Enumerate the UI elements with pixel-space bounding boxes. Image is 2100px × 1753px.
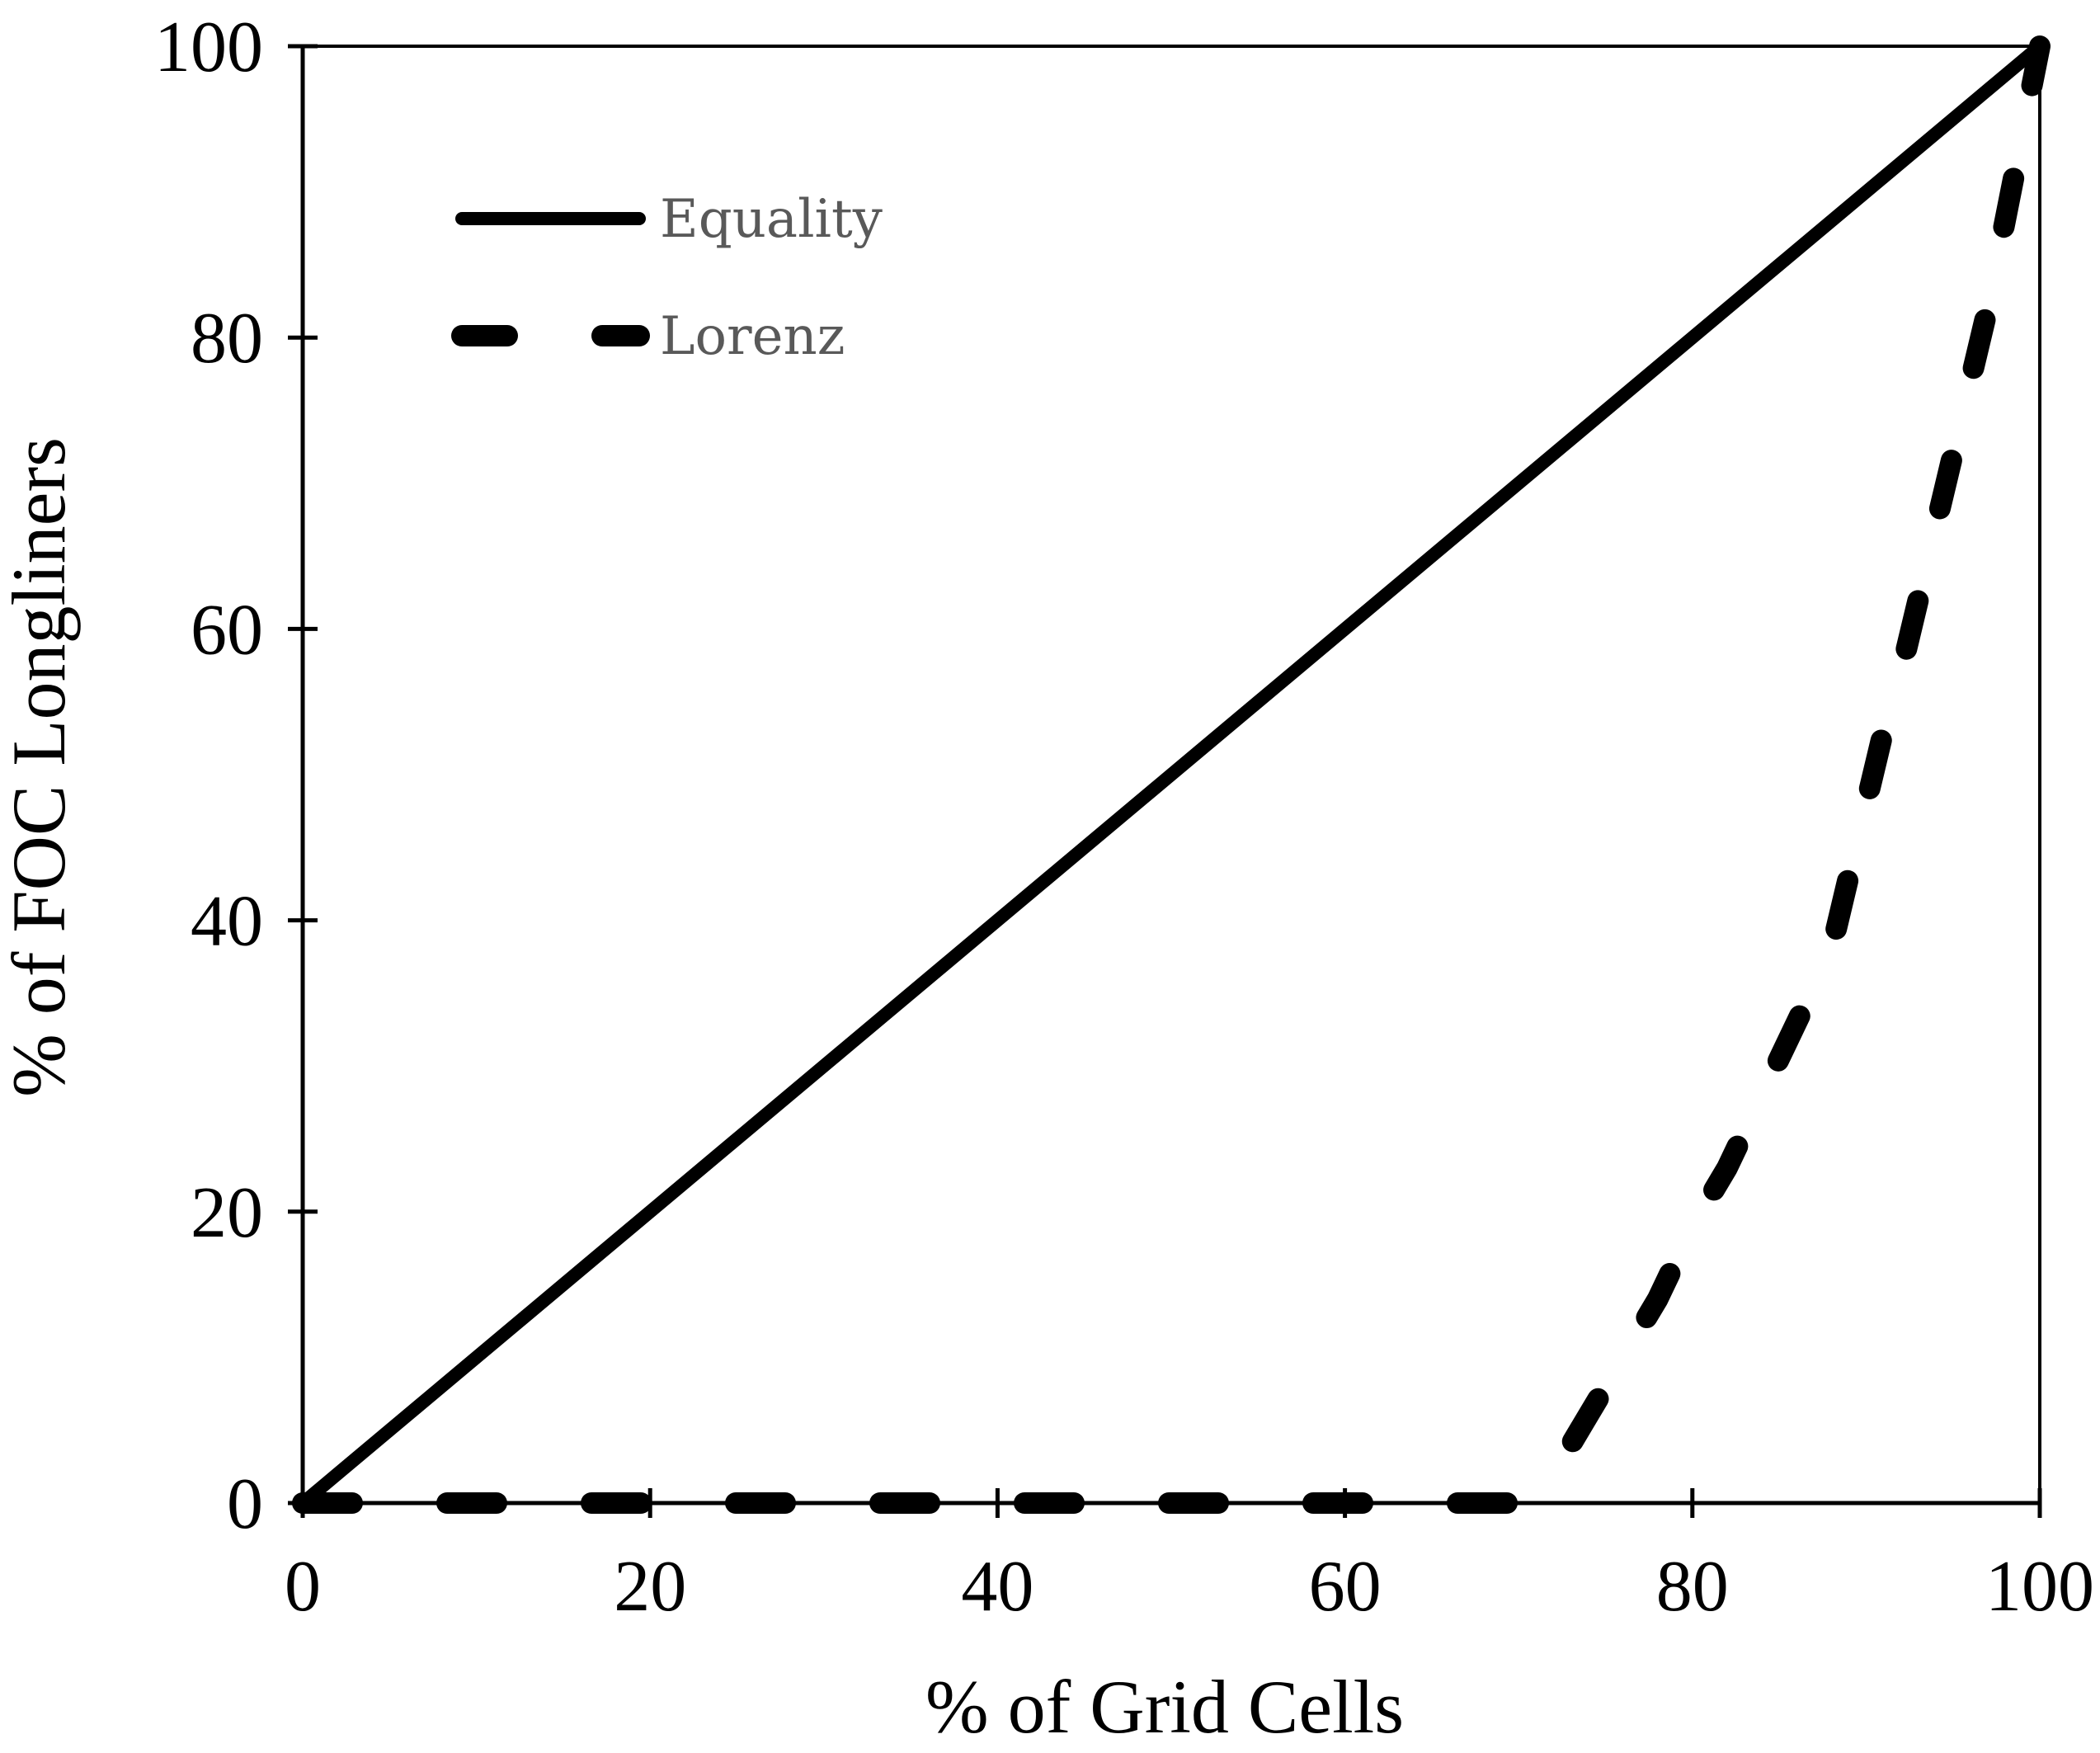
y-tick-label: 20 [191, 1173, 263, 1253]
y-tick-label: 80 [191, 299, 263, 379]
x-tick-label: 40 [961, 1547, 1034, 1627]
x-tick-label: 20 [614, 1547, 686, 1627]
legend-label-lorenz: Lorenz [660, 306, 845, 367]
x-axis-title: % of Grid Cells [925, 1665, 1404, 1749]
series-line-equality [298, 40, 2045, 1509]
x-tick-label: 60 [1309, 1547, 1382, 1627]
y-tick-label: 0 [227, 1464, 263, 1544]
y-axis-title: % of FOC Longliners [0, 437, 81, 1097]
x-tick-label: 100 [1985, 1547, 2094, 1627]
x-tick-label: 0 [285, 1547, 321, 1627]
y-tick-label: 40 [191, 882, 263, 962]
x-tick-label: 80 [1656, 1547, 1729, 1627]
y-tick-label: 100 [154, 7, 263, 87]
y-tick-label: 60 [191, 590, 263, 670]
legend-label-equality: Equality [660, 189, 883, 250]
